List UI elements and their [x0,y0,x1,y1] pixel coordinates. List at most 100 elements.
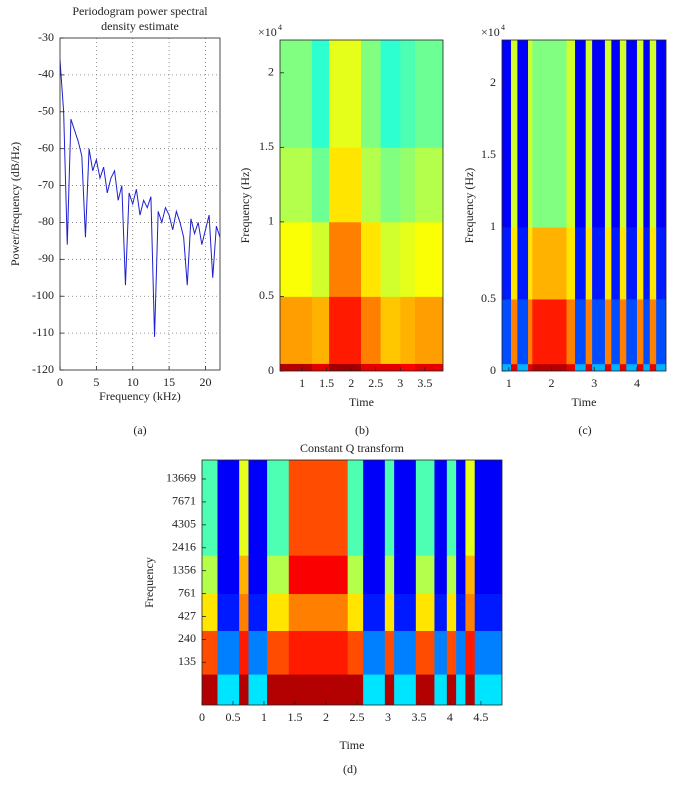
heatmap-cell [434,630,448,675]
heatmap-cell [446,593,457,631]
heatmap-cell [532,40,567,228]
heatmap-cell [611,299,621,365]
x-tick-label: 3.5 [417,376,432,390]
heatmap-cell [400,296,416,364]
heatmap-cell [434,674,448,705]
heatmap-cell [456,460,466,556]
y-tick-label: 0.5 [259,288,274,302]
heatmap-cell [280,40,313,148]
x-axis-label: Frequency (kHz) [99,389,181,403]
heatmap-cell [363,630,386,675]
heatmap-cell [619,227,627,300]
heatmap-cell [267,460,290,556]
heatmap-cell [239,555,249,595]
heatmap-cell [311,296,330,364]
heatmap-cell [329,296,362,364]
heatmap-cell [649,299,657,365]
axis-multiplier: ×10 [481,25,500,39]
heatmap-cell [267,630,290,675]
heatmap-cell [329,40,362,148]
heatmap-cell [575,227,587,300]
heatmap-cell [532,363,567,371]
heatmap-cell [517,227,529,300]
heatmap-cell [380,296,401,364]
heatmap-cell [400,363,416,371]
heatmap-cell [474,555,502,595]
heatmap-cell [400,147,416,223]
heatmap-cell [434,593,448,631]
heatmap-cell [649,363,657,371]
heatmap-cell [649,227,657,300]
heatmap-cell [239,593,249,631]
x-tick-label: 2 [348,376,354,390]
heatmap-cell [415,593,435,631]
heatmap-cell [217,593,240,631]
heatmap-cell [604,299,612,365]
heatmap-cell [456,593,466,631]
heatmap-cell [415,221,443,297]
heatmap-cell [656,40,666,228]
heatmap-cell [288,593,349,631]
heatmap-cell [363,555,386,595]
heatmap-cell [311,40,330,148]
heatmap-cell [446,460,457,556]
heatmap-cell [636,363,644,371]
x-tick-label: 2 [323,710,329,724]
heatmap-cell [384,674,395,705]
y-tick-label: 761 [178,585,196,599]
x-tick-label: 4.5 [473,710,488,724]
heatmap-cell [626,40,638,228]
heatmap-cell [380,40,401,148]
x-tick-label: 4 [634,376,640,390]
chart-title: Constant Q transform [300,441,405,455]
heatmap-cell [626,299,638,365]
chart-title: density estimate [101,19,179,33]
heatmap-cell [585,40,593,228]
heatmap-cell [643,227,651,300]
heatmap-cell [239,674,249,705]
heatmap-cell [329,221,362,297]
heatmap-cell [446,555,457,595]
heatmap-cell [636,299,644,365]
x-tick-label: 4 [447,710,453,724]
heatmap-cell [248,674,268,705]
y-tick-label: 427 [178,608,196,622]
heatmap-cell [592,299,606,365]
heatmap-cell [280,296,313,364]
heatmap-cell [415,363,443,371]
heatmap-cell [400,221,416,297]
plot-frame [501,39,667,372]
heatmap-cell [619,363,627,371]
heatmap-cell [217,630,240,675]
heatmap-cell [643,299,651,365]
y-tick-label: 13669 [166,471,196,485]
heatmap-cell [311,147,330,223]
chart-title: Periodogram power spectral [72,4,208,18]
x-tick-label: 1 [506,376,512,390]
heatmap-cell [347,674,364,705]
heatmap-cell [566,227,576,300]
heatmap-cell [611,227,621,300]
heatmap-cell [566,363,576,371]
heatmap-cell [510,40,518,228]
heatmap-cell [217,674,240,705]
heatmap-cell [592,363,606,371]
plot-frame [279,39,444,372]
y-tick-label: -110 [32,325,54,339]
heatmap-cell [465,630,476,675]
heatmap-cell [575,363,587,371]
heatmap-cell [267,593,290,631]
heatmap-cell [280,221,313,297]
y-tick-label: 240 [178,631,196,645]
y-tick-label: -80 [38,214,54,228]
heatmap-cell [626,227,638,300]
heatmap-cell [400,40,416,148]
x-tick-label: 2.5 [368,376,383,390]
heatmap-cell [329,363,362,371]
heatmap-cell [656,299,666,365]
heatmap-cell [363,674,386,705]
heatmap-cell [217,460,240,556]
y-tick-label: 2416 [172,540,196,554]
